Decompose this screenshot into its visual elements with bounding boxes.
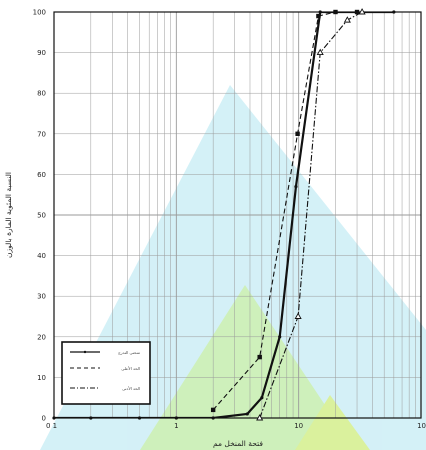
x-tick-label: 10	[417, 422, 426, 430]
grid	[54, 12, 421, 418]
series-0-point	[260, 396, 264, 400]
x-tick-label: 10	[294, 422, 303, 430]
legend-label-gradation: منحنى التدرج	[118, 350, 140, 355]
y-tick-label: 100	[33, 9, 46, 17]
series-0-point	[89, 416, 93, 420]
y-tick-label: 40	[37, 252, 46, 260]
series-1-point	[210, 407, 216, 413]
series-1-point	[295, 131, 300, 136]
series-line-1	[212, 12, 358, 411]
series-2-point	[316, 48, 324, 56]
x-tick-label: 1	[174, 422, 178, 430]
series-0-point	[278, 335, 282, 339]
x-tick-label: 0 1	[46, 422, 57, 430]
y-tick-label: 90	[37, 49, 46, 57]
series-1-point	[333, 9, 338, 15]
legend-label-upper: الحد الأعلى	[121, 366, 140, 371]
series-0-point	[174, 416, 178, 420]
series-1-point	[354, 9, 360, 15]
series-0-point	[392, 10, 396, 14]
plot-frame	[53, 11, 422, 419]
y-tick-label: 50	[37, 212, 46, 220]
y-tick-label: 60	[37, 171, 46, 179]
y-tick-label: 10	[37, 374, 46, 382]
series-0-point	[294, 184, 298, 189]
series-0-point	[52, 416, 56, 420]
series-0-point	[245, 412, 249, 416]
series-2-point	[343, 16, 351, 23]
marker-layer	[52, 8, 396, 421]
y-tick-label: 0	[42, 415, 46, 423]
x-axis-label: فتحة المنخل مم	[213, 439, 263, 448]
y-axis-label: النسبة المئوية المارة بالوزن	[4, 172, 13, 258]
y-tick-label: 20	[37, 333, 46, 341]
y-tick-label: 80	[37, 90, 46, 98]
series-0-point	[211, 416, 215, 420]
series-0-point	[318, 10, 322, 14]
series-1-point	[257, 354, 262, 360]
series-0-point	[137, 416, 142, 420]
legend-marker-gradation	[83, 350, 87, 354]
series-2-point	[358, 8, 366, 15]
y-tick-label: 70	[37, 130, 46, 138]
y-tick-labels: 0 10 20 30 40 50 60 70 80 90 100	[33, 9, 46, 423]
series-1-point	[316, 13, 321, 19]
series-2-point	[256, 414, 264, 421]
x-tick-labels: 0 1 1 10 10	[46, 422, 426, 430]
series-2-point	[294, 312, 302, 319]
y-tick-label: 30	[37, 293, 46, 301]
legend-label-lower: الحد الأدنى	[122, 386, 140, 391]
legend: منحنى التدرج الحد الأعلى الحد الأدنى	[61, 341, 151, 405]
